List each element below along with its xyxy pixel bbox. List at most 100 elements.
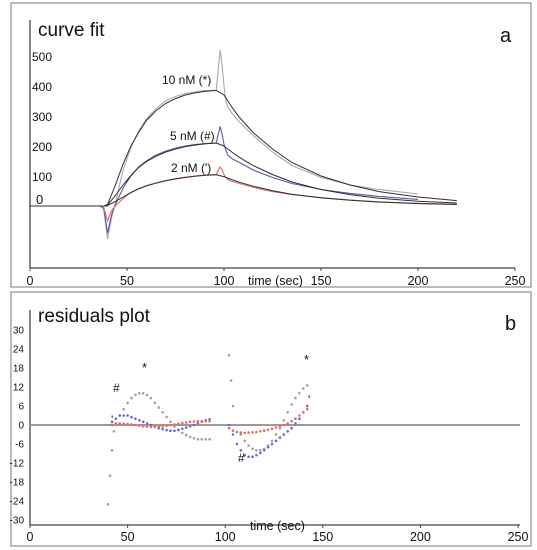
y-tick-label: 300 — [32, 110, 52, 124]
residual-point — [161, 427, 164, 431]
residual-point — [255, 453, 258, 457]
x-tick-label: 0 — [27, 274, 34, 288]
residual-point — [278, 436, 282, 440]
x-tick-label: 100 — [215, 530, 236, 544]
residual-point — [108, 474, 112, 478]
residual-point — [141, 425, 145, 428]
residual-point — [243, 453, 246, 457]
residual-point — [188, 425, 192, 428]
residual-point — [106, 502, 110, 506]
residual-point — [141, 420, 145, 424]
residual-point — [165, 424, 168, 427]
residual-point — [259, 449, 262, 452]
residual-point — [126, 422, 129, 426]
residual-point — [118, 414, 122, 417]
x-tick-label: 200 — [408, 274, 429, 288]
residual-point — [270, 439, 274, 443]
y-tick-label: 0 — [18, 421, 24, 432]
y-tick-labels: 100 200 300 400 500 — [32, 50, 52, 184]
y-tick-label: 24 — [13, 345, 25, 356]
residual-point — [112, 430, 116, 433]
residual-point — [286, 411, 290, 414]
residual-point — [305, 407, 309, 411]
annotation-5nm: 5 nM (#) — [170, 129, 215, 143]
annotation-tick-left: ' — [111, 413, 113, 427]
residual-point — [134, 393, 137, 397]
annotation-2nm: 2 nM (') — [171, 161, 211, 175]
x-tick-label: 200 — [410, 530, 431, 544]
residual-point — [181, 431, 184, 435]
residual-point — [161, 411, 164, 414]
residual-point — [126, 414, 129, 417]
residual-point — [298, 417, 301, 421]
chart-title: residuals plot — [38, 306, 151, 327]
annotation-tick-right: ' — [308, 393, 310, 407]
x-tick-label: 100 — [214, 274, 235, 288]
residual-point — [231, 429, 235, 433]
residual-point — [282, 433, 286, 436]
residual-point — [290, 403, 293, 406]
residual-point — [251, 431, 254, 434]
residual-point — [231, 433, 235, 436]
residual-point — [294, 417, 297, 421]
residual-point — [305, 384, 309, 387]
annotation-10nm: 10 nM (*) — [162, 73, 211, 87]
residual-point — [177, 428, 180, 432]
series-lines — [30, 49, 457, 240]
residual-point — [149, 425, 153, 429]
panel-a-frame — [10, 2, 532, 288]
residual-point — [134, 417, 137, 421]
residual-point — [138, 424, 141, 427]
residual-point — [130, 396, 133, 400]
residual-point — [188, 435, 192, 439]
residual-point — [298, 414, 301, 417]
residual-point — [204, 438, 207, 441]
y-tick-label: 30 — [13, 326, 25, 337]
residual-point — [243, 439, 246, 443]
x-tick-label: 250 — [508, 530, 529, 544]
residual-point — [192, 437, 196, 440]
residual-point — [200, 438, 204, 441]
y-tick-label: 6 — [18, 402, 24, 413]
residual-point — [200, 419, 204, 423]
residual-point — [184, 433, 188, 437]
residual-point — [169, 420, 172, 424]
annotation-hash-left: # — [113, 381, 120, 395]
x-axis-label: time (sec) — [248, 274, 303, 288]
series-line-fit — [30, 89, 457, 207]
residual-point — [235, 430, 239, 434]
x-axis-label: time (sec) — [250, 519, 305, 533]
residual-point — [173, 429, 176, 433]
y-tick-label: -24 — [10, 497, 25, 508]
residual-point — [149, 423, 153, 427]
residual-point — [169, 429, 172, 433]
residual-point — [227, 354, 231, 357]
residual-point — [153, 401, 157, 405]
residual-point — [181, 421, 184, 425]
y-tick-label: -12 — [10, 459, 25, 470]
residual-point — [161, 425, 164, 428]
residual-point — [130, 415, 133, 419]
x-tick-label: 250 — [505, 274, 526, 288]
residual-point — [169, 423, 172, 427]
residual-point — [251, 447, 254, 451]
y-tick-label: -30 — [10, 516, 25, 527]
residual-point — [247, 444, 250, 447]
residual-point — [282, 419, 286, 422]
residual-point — [110, 420, 114, 424]
residual-point — [122, 407, 125, 411]
residual-point — [118, 422, 122, 425]
residual-point — [290, 426, 293, 430]
residual-point — [141, 392, 145, 395]
panel-b-frame — [10, 291, 532, 547]
series-line-fit — [30, 174, 457, 207]
residual-point — [227, 426, 231, 430]
panel-letter: b — [505, 313, 516, 335]
residual-point — [302, 387, 305, 390]
residual-point — [259, 451, 262, 455]
x-tick-labels: 0 50 100 150 200 250 — [27, 268, 526, 288]
chart-title: curve fit — [38, 20, 105, 41]
residual-point — [227, 423, 231, 427]
residual-point — [235, 423, 239, 427]
panel-curve-fit: 100 200 300 400 500 0 50 100 150 200 250 curve fi… — [10, 2, 532, 288]
